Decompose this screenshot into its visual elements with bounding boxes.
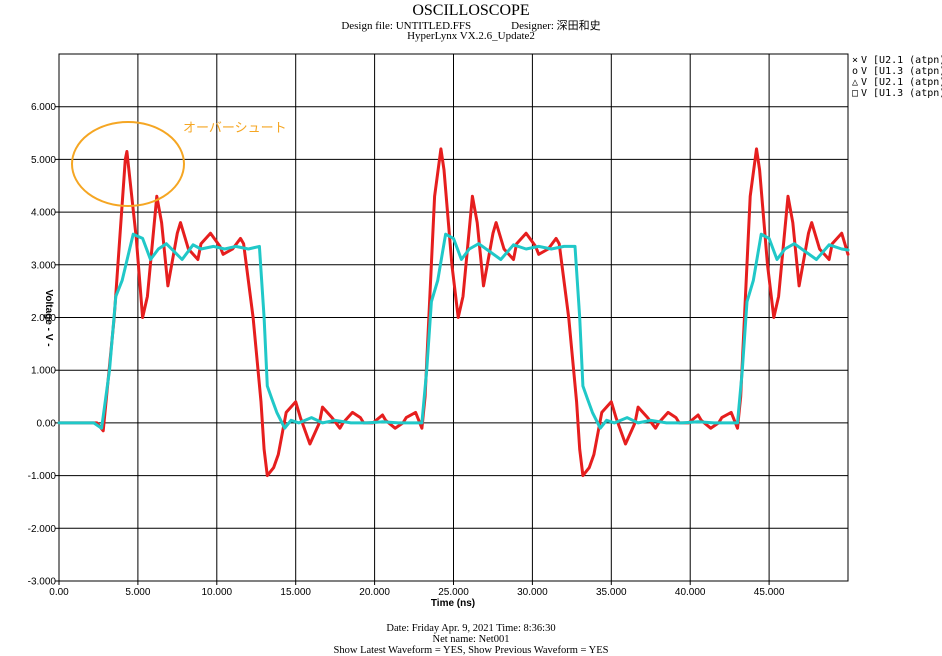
y-tick-label: 0.00 bbox=[37, 418, 57, 429]
legend-label-3: V [U2.1 (atpn)] bbox=[861, 77, 942, 88]
x-tick-label: 40.000 bbox=[675, 587, 706, 598]
legend-label-4: V [U1.3 (atpn)] bbox=[861, 88, 942, 99]
legend-marker-2: o bbox=[852, 66, 858, 77]
grid bbox=[55, 54, 848, 585]
overshoot-annotation: オーバーシュート bbox=[183, 121, 287, 136]
y-tick-label: 2.000 bbox=[31, 313, 56, 324]
y-tick-label: 4.000 bbox=[31, 208, 56, 219]
y-tick-label: -3.000 bbox=[28, 577, 57, 588]
x-tick-label: 35.000 bbox=[596, 587, 627, 598]
x-tick-label: 45.000 bbox=[754, 587, 785, 598]
x-tick-label: 0.00 bbox=[49, 587, 69, 598]
y-axis-label: Voltage - V - bbox=[43, 289, 54, 346]
x-tick-label: 25.000 bbox=[438, 587, 469, 598]
x-tick-label: 5.000 bbox=[125, 587, 150, 598]
y-tick-label: -2.000 bbox=[28, 524, 57, 535]
waveform-options-label: Show Latest Waveform = YES, Show Previou… bbox=[333, 645, 609, 656]
x-tick-labels: 0.00 5.000 10.000 15.000 20.000 25.000 30.000 3… bbox=[49, 587, 785, 598]
legend-label-1: V [U2.1 (atpn)] bbox=[861, 55, 942, 66]
overshoot-circle bbox=[71, 121, 185, 207]
y-tick-label: 3.000 bbox=[31, 260, 56, 271]
y-tick-label: 6.000 bbox=[31, 102, 56, 113]
legend-marker-3: △ bbox=[852, 77, 858, 88]
x-tick-label: 10.000 bbox=[202, 587, 233, 598]
chart-title: OSCILLOSCOPE bbox=[412, 2, 530, 19]
date-time-label: Date: Friday Apr. 9, 2021 Time: 8:36:30 bbox=[386, 623, 556, 634]
waveform-series-1 bbox=[57, 147, 850, 478]
legend-marker-4: □ bbox=[852, 88, 858, 99]
y-tick-labels: 6.000 5.000 4.000 3.000 2.000 1.000 0.00 -1.000… bbox=[28, 102, 57, 587]
x-tick-label: 15.000 bbox=[280, 587, 311, 598]
y-tick-label: -1.000 bbox=[28, 471, 57, 482]
waveforms bbox=[57, 147, 850, 478]
designer-label: Designer: 深田和史 bbox=[511, 20, 601, 32]
x-tick-label: 30.000 bbox=[517, 587, 548, 598]
waveform-series-2 bbox=[57, 232, 850, 430]
x-axis-label: Time (ns) bbox=[431, 598, 475, 609]
design-file-label: Design file: UNTITLED.FFS bbox=[341, 20, 472, 32]
x-tick-label: 20.000 bbox=[359, 587, 390, 598]
legend: ×V [U2.1 (atpn)]oV [U1.3 (atpn)]△V [U2.1… bbox=[852, 55, 942, 99]
version-label: HyperLynx VX.2.6_Update2 bbox=[407, 30, 535, 42]
design-info: Design file: UNTITLED.FFS Designer: 深田和史 bbox=[0, 17, 942, 33]
y-tick-label: 5.000 bbox=[31, 155, 56, 166]
legend-label-2: V [U1.3 (atpn)] bbox=[861, 66, 942, 77]
y-tick-label: 1.000 bbox=[31, 366, 56, 377]
net-name-label: Net name: Net001 bbox=[432, 634, 510, 645]
legend-marker-1: × bbox=[852, 55, 858, 66]
